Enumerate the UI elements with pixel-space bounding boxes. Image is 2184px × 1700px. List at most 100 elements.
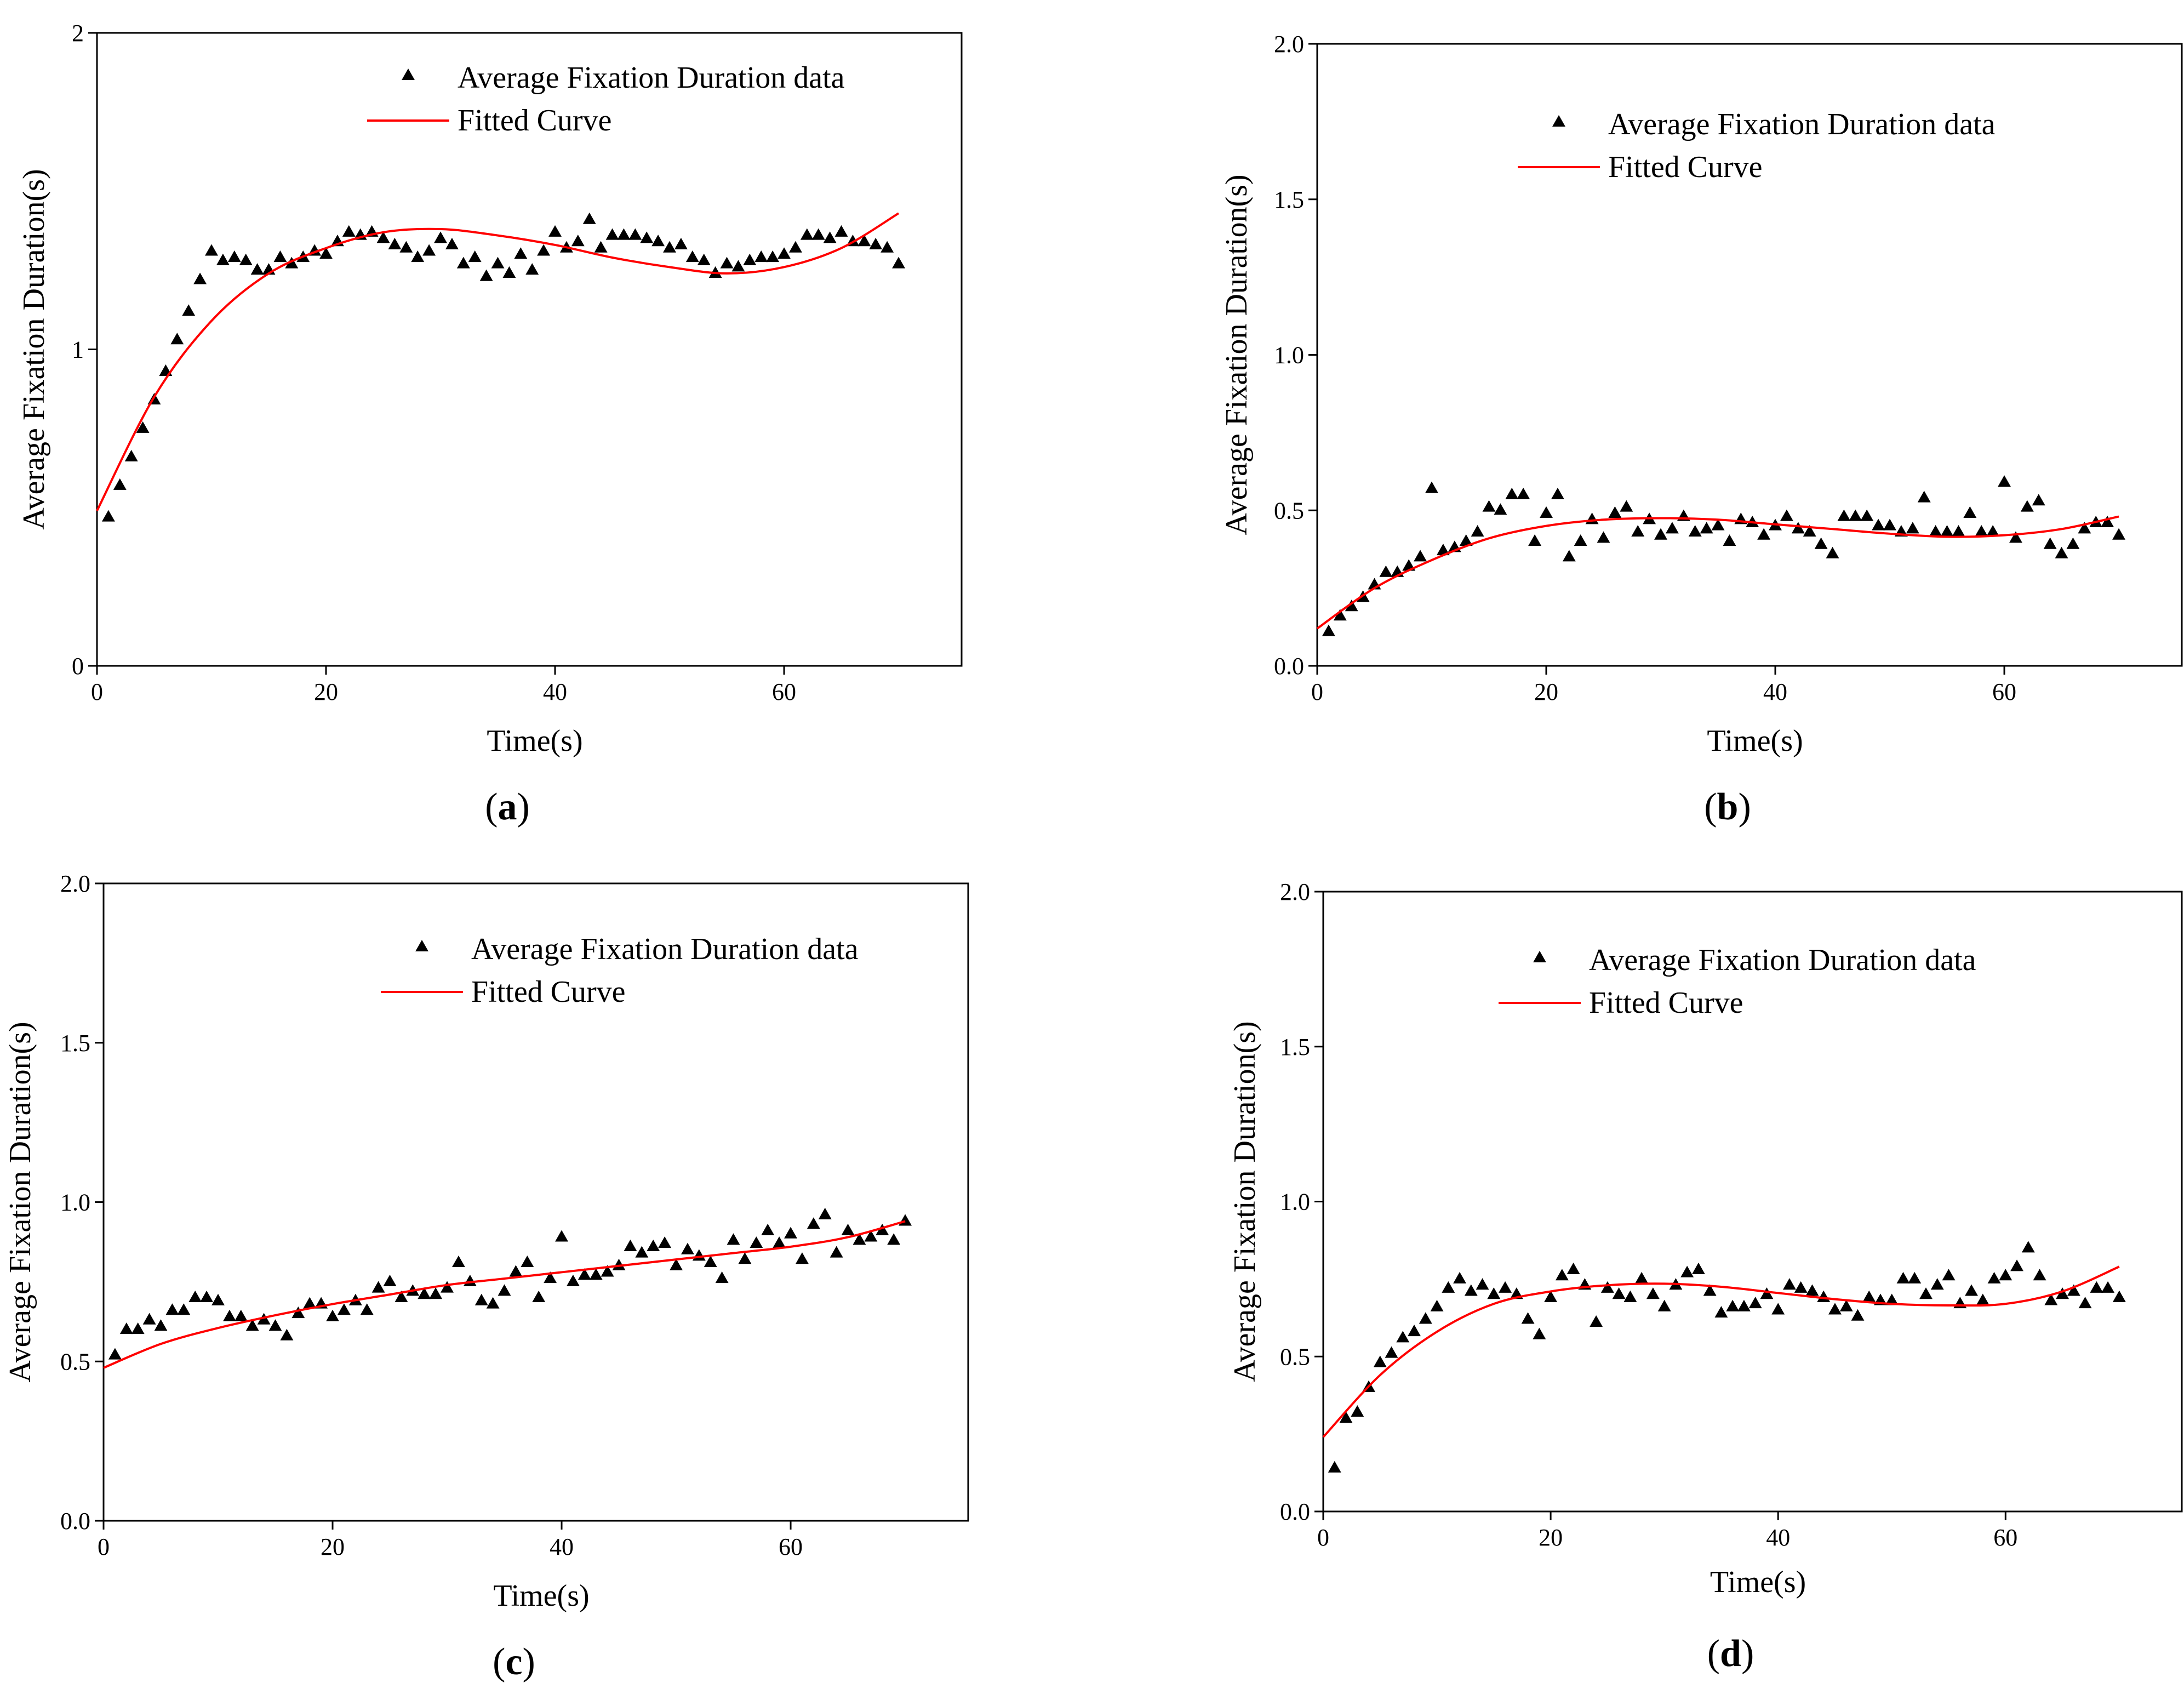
data-point bbox=[1574, 534, 1587, 546]
data-point bbox=[463, 1274, 477, 1286]
y-tick-label: 1.5 bbox=[1280, 1034, 1310, 1060]
data-point bbox=[456, 256, 470, 269]
y-tick-label: 0.5 bbox=[60, 1348, 90, 1375]
data-point bbox=[1471, 524, 1484, 537]
data-point bbox=[720, 256, 734, 269]
data-point bbox=[418, 1287, 431, 1299]
data-point bbox=[1499, 1281, 1512, 1293]
data-point bbox=[1748, 1297, 1762, 1309]
data-point bbox=[887, 1233, 901, 1245]
data-point bbox=[589, 1268, 603, 1280]
data-point bbox=[881, 241, 894, 253]
data-point bbox=[1482, 500, 1496, 512]
data-point bbox=[1385, 1346, 1398, 1358]
data-point bbox=[548, 225, 562, 237]
data-point bbox=[1703, 1284, 1717, 1296]
y-axis-label: Average Fixation Duration(s) bbox=[1228, 1021, 1262, 1382]
legend-label: Fitted Curve bbox=[1589, 986, 1743, 1020]
data-point bbox=[1566, 1262, 1580, 1274]
data-point bbox=[1942, 1269, 1956, 1281]
data-point bbox=[1339, 1411, 1353, 1423]
data-point bbox=[1803, 524, 1816, 537]
data-point bbox=[337, 1303, 351, 1315]
chart-panel-a: 0 20 40 60 0 1 2 Time(s) Average Fixation Durati… bbox=[17, 20, 963, 828]
y-tick-label: 1.0 bbox=[1274, 342, 1304, 369]
data-point bbox=[1562, 550, 1576, 562]
legend-label: Average Fixation Duration data bbox=[1589, 943, 1976, 977]
data-point bbox=[1723, 534, 1736, 546]
x-tick-label: 60 bbox=[1992, 678, 2016, 705]
data-point bbox=[1726, 1299, 1740, 1311]
data-point bbox=[601, 1265, 614, 1277]
data-point bbox=[773, 1236, 786, 1248]
data-point bbox=[784, 1226, 797, 1239]
data-point bbox=[1771, 1303, 1785, 1315]
legend-marker-swatch bbox=[1533, 951, 1546, 963]
data-point bbox=[468, 250, 482, 263]
data-point bbox=[182, 304, 196, 316]
data-point bbox=[1551, 487, 1564, 499]
data-point bbox=[1760, 1287, 1774, 1299]
x-tick-label: 40 bbox=[543, 678, 567, 705]
data-point bbox=[280, 1328, 294, 1340]
data-point bbox=[1826, 546, 1839, 558]
data-point bbox=[834, 225, 848, 237]
data-point bbox=[876, 1223, 889, 1235]
data-point bbox=[892, 256, 906, 269]
x-axis-label: Time(s) bbox=[493, 1579, 589, 1613]
x-tick-label: 20 bbox=[1534, 678, 1558, 705]
data-point bbox=[841, 1223, 855, 1235]
data-point bbox=[1620, 500, 1633, 512]
data-point bbox=[1396, 1331, 1410, 1343]
data-point bbox=[766, 250, 780, 263]
data-point bbox=[222, 1309, 236, 1321]
data-point bbox=[521, 1255, 534, 1268]
data-point bbox=[2101, 1281, 2115, 1293]
data-point bbox=[1442, 1281, 1455, 1293]
data-point bbox=[170, 333, 184, 345]
data-point bbox=[1986, 524, 2000, 537]
y-tick-label: 2 bbox=[72, 20, 84, 47]
y-tick-label: 0.0 bbox=[1280, 1498, 1310, 1525]
data-point bbox=[1657, 1299, 1671, 1311]
data-point bbox=[1646, 1287, 1660, 1299]
data-point bbox=[1612, 1287, 1626, 1299]
data-point bbox=[1585, 512, 1599, 524]
data-point bbox=[216, 253, 230, 265]
data-point bbox=[1908, 1271, 1922, 1283]
data-point bbox=[571, 235, 585, 247]
data-point bbox=[532, 1290, 546, 1303]
data-point bbox=[1453, 1271, 1467, 1283]
x-tick-label: 0 bbox=[91, 678, 103, 705]
y-axis-label: Average Fixation Duration(s) bbox=[1220, 174, 1254, 535]
data-point bbox=[685, 250, 699, 263]
data-point bbox=[1464, 1284, 1478, 1296]
data-point bbox=[754, 250, 768, 263]
data-point bbox=[1862, 1290, 1876, 1302]
data-point bbox=[624, 1239, 637, 1251]
data-point bbox=[1430, 1299, 1444, 1311]
data-point bbox=[474, 1293, 488, 1305]
data-point bbox=[1459, 534, 1473, 546]
data-point bbox=[2032, 494, 2045, 506]
data-point bbox=[1351, 1405, 1364, 1417]
x-tick-label: 40 bbox=[1763, 678, 1787, 705]
x-tick-label: 20 bbox=[1539, 1524, 1563, 1551]
data-point bbox=[578, 1268, 591, 1280]
data-point bbox=[1791, 522, 1805, 534]
data-point bbox=[2055, 546, 2068, 558]
fitted-curve bbox=[103, 1220, 906, 1369]
x-tick-label: 20 bbox=[321, 1533, 345, 1560]
data-point bbox=[743, 253, 757, 265]
data-point bbox=[1533, 1327, 1546, 1339]
data-point bbox=[227, 250, 241, 263]
data-point bbox=[188, 1290, 202, 1303]
data-point bbox=[869, 237, 883, 249]
legend-label: Fitted Curve bbox=[471, 975, 626, 1009]
data-point bbox=[777, 247, 791, 259]
data-point bbox=[731, 260, 745, 272]
data-point bbox=[628, 228, 642, 240]
data-point bbox=[715, 1271, 729, 1283]
x-axis-label: Time(s) bbox=[1707, 724, 1803, 758]
y-tick-label: 2.0 bbox=[60, 870, 90, 897]
